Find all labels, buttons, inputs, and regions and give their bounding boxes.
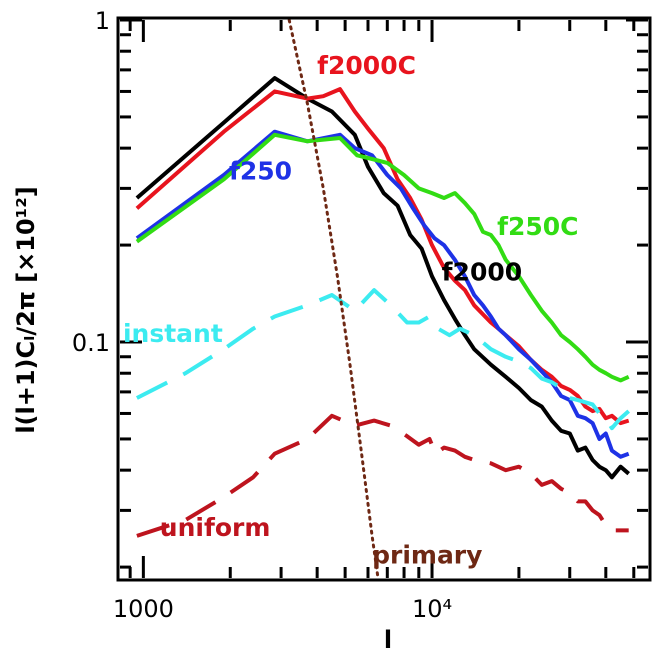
- series-label-f250C: f250C: [497, 212, 578, 241]
- series-label-instant: instant: [123, 319, 223, 348]
- x-axis-title: l: [384, 626, 392, 654]
- y-tick-label: 0.1: [72, 329, 110, 357]
- series-lines: [135, 18, 631, 580]
- series-label-uniform: uniform: [160, 513, 271, 542]
- y-axis-title: l(l+1)Cₗ/2π [×10¹²]: [12, 186, 40, 433]
- tick-marks: [120, 18, 648, 578]
- x-tick-label: 1000: [113, 595, 174, 623]
- series-label-f250: f250: [229, 156, 292, 185]
- series-line-f2000: [135, 76, 631, 480]
- series-line-primary: [287, 18, 380, 580]
- series-line-instant: [135, 288, 631, 431]
- y-tick-label: 1: [95, 7, 110, 35]
- series-line-f250C: [135, 132, 630, 383]
- tick-labels: 1000 10⁴ 0.1 1: [72, 7, 452, 623]
- series-labels: f2000 f2000C f250 f250C instant uniform primar…: [123, 51, 579, 570]
- series-label-f2000: f2000: [442, 258, 522, 287]
- plot-frame: [116, 16, 652, 582]
- series-line-f2000C: [135, 87, 630, 426]
- series-label-primary: primary: [372, 541, 482, 570]
- x-tick-label: 10⁴: [412, 595, 452, 623]
- series-line-f250: [135, 129, 630, 459]
- series-label-f2000C: f2000C: [317, 51, 416, 80]
- series-line-uniform: [136, 413, 629, 538]
